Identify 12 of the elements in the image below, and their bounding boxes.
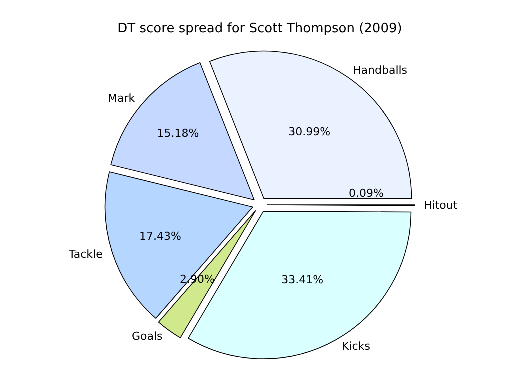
data-label: 0.09% xyxy=(349,187,384,200)
data-label: 15.18% xyxy=(157,127,200,140)
slice-label: Mark xyxy=(108,92,136,105)
data-label: 30.99% xyxy=(288,126,331,139)
slice-label: Goals xyxy=(132,330,164,343)
data-label: 17.43% xyxy=(139,230,182,244)
data-label: 33.41% xyxy=(282,274,324,287)
chart-title: DT score spread for Scott Thompson (2009) xyxy=(118,22,402,36)
slice-label: Hitout xyxy=(424,199,458,212)
slice-label: Kicks xyxy=(342,340,371,353)
slice-label: Handballs xyxy=(353,64,408,77)
slice-label: Tackle xyxy=(68,248,104,261)
